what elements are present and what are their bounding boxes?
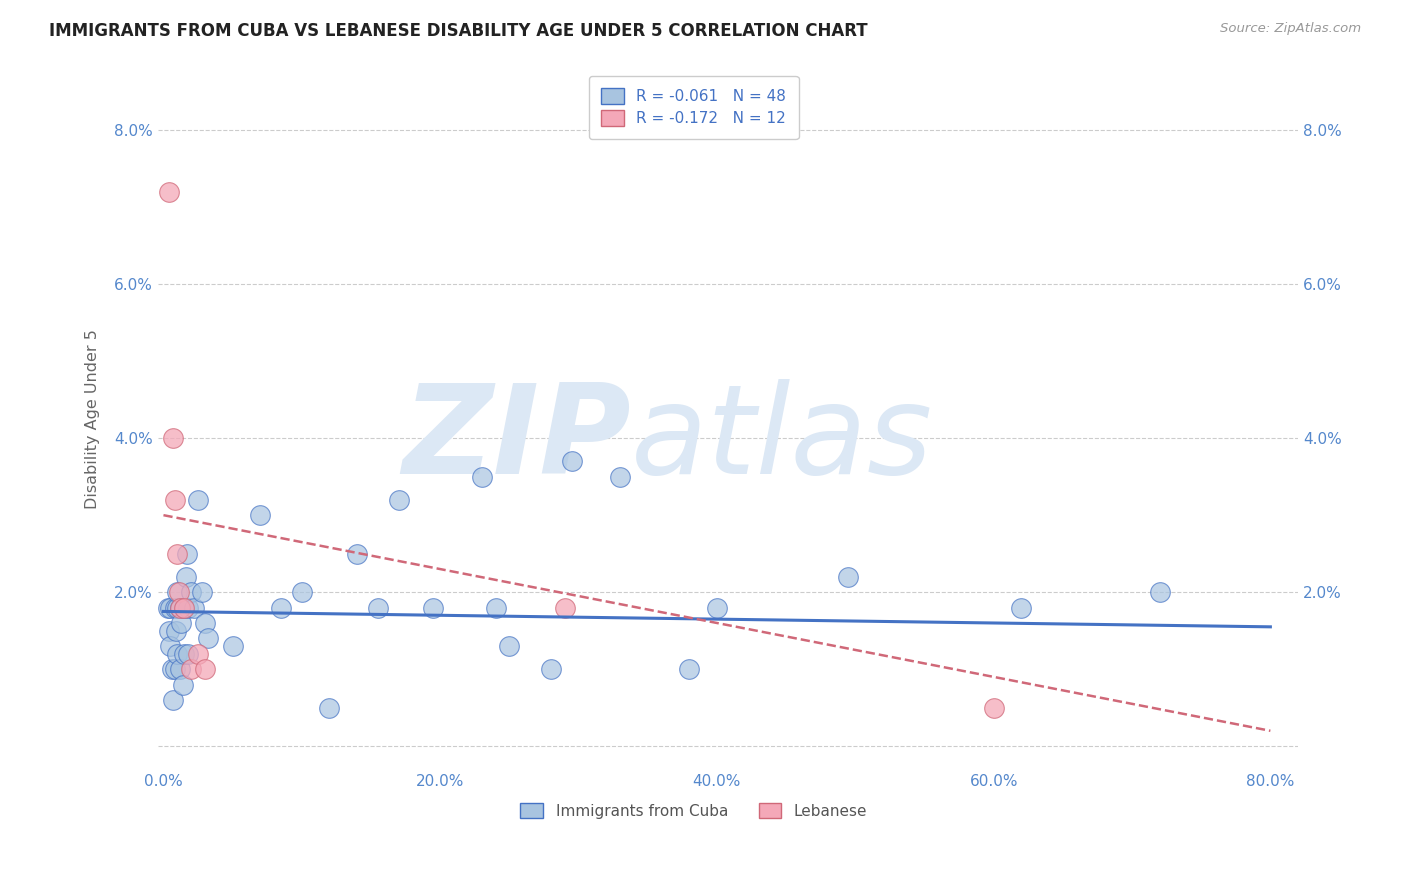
Point <box>678 662 700 676</box>
Point <box>191 585 214 599</box>
Point <box>167 585 190 599</box>
Point <box>180 662 202 676</box>
Point <box>159 600 181 615</box>
Point <box>291 585 314 599</box>
Point <box>706 600 728 615</box>
Text: atlas: atlas <box>631 379 934 500</box>
Point <box>318 700 340 714</box>
Point <box>157 185 180 199</box>
Point <box>163 492 186 507</box>
Point <box>162 693 184 707</box>
Point <box>174 570 197 584</box>
Point <box>166 547 188 561</box>
Text: IMMIGRANTS FROM CUBA VS LEBANESE DISABILITY AGE UNDER 5 CORRELATION CHART: IMMIGRANTS FROM CUBA VS LEBANESE DISABIL… <box>49 22 868 40</box>
Point <box>165 624 187 638</box>
Point <box>166 585 188 599</box>
Point <box>221 639 243 653</box>
Point <box>983 700 1005 714</box>
Point <box>367 600 389 615</box>
Point <box>346 547 368 561</box>
Point <box>561 454 583 468</box>
Point <box>169 600 191 615</box>
Point <box>837 570 859 584</box>
Point <box>176 547 198 561</box>
Point <box>169 662 191 676</box>
Point <box>270 600 292 615</box>
Point <box>173 600 195 615</box>
Point <box>163 600 186 615</box>
Point <box>1010 600 1032 615</box>
Point <box>177 647 200 661</box>
Point <box>484 600 506 615</box>
Point <box>498 639 520 653</box>
Point <box>249 508 271 523</box>
Text: Source: ZipAtlas.com: Source: ZipAtlas.com <box>1220 22 1361 36</box>
Point <box>197 632 219 646</box>
Point <box>173 647 195 661</box>
Point <box>177 600 200 615</box>
Point <box>160 662 183 676</box>
Point <box>180 585 202 599</box>
Point <box>166 647 188 661</box>
Point <box>194 615 217 630</box>
Point <box>157 624 180 638</box>
Point <box>159 639 181 653</box>
Point <box>162 431 184 445</box>
Point <box>1149 585 1171 599</box>
Point <box>471 469 494 483</box>
Point <box>170 615 193 630</box>
Y-axis label: Disability Age Under 5: Disability Age Under 5 <box>86 329 100 508</box>
Point <box>187 492 209 507</box>
Point <box>172 677 194 691</box>
Point <box>187 647 209 661</box>
Point <box>422 600 444 615</box>
Point <box>540 662 562 676</box>
Point <box>169 600 191 615</box>
Point <box>166 600 188 615</box>
Point <box>183 600 205 615</box>
Text: ZIP: ZIP <box>402 379 631 500</box>
Point <box>609 469 631 483</box>
Point <box>388 492 411 507</box>
Point <box>554 600 576 615</box>
Point <box>173 600 195 615</box>
Legend: Immigrants from Cuba, Lebanese: Immigrants from Cuba, Lebanese <box>515 797 873 825</box>
Point <box>194 662 217 676</box>
Point <box>156 600 179 615</box>
Point <box>163 662 186 676</box>
